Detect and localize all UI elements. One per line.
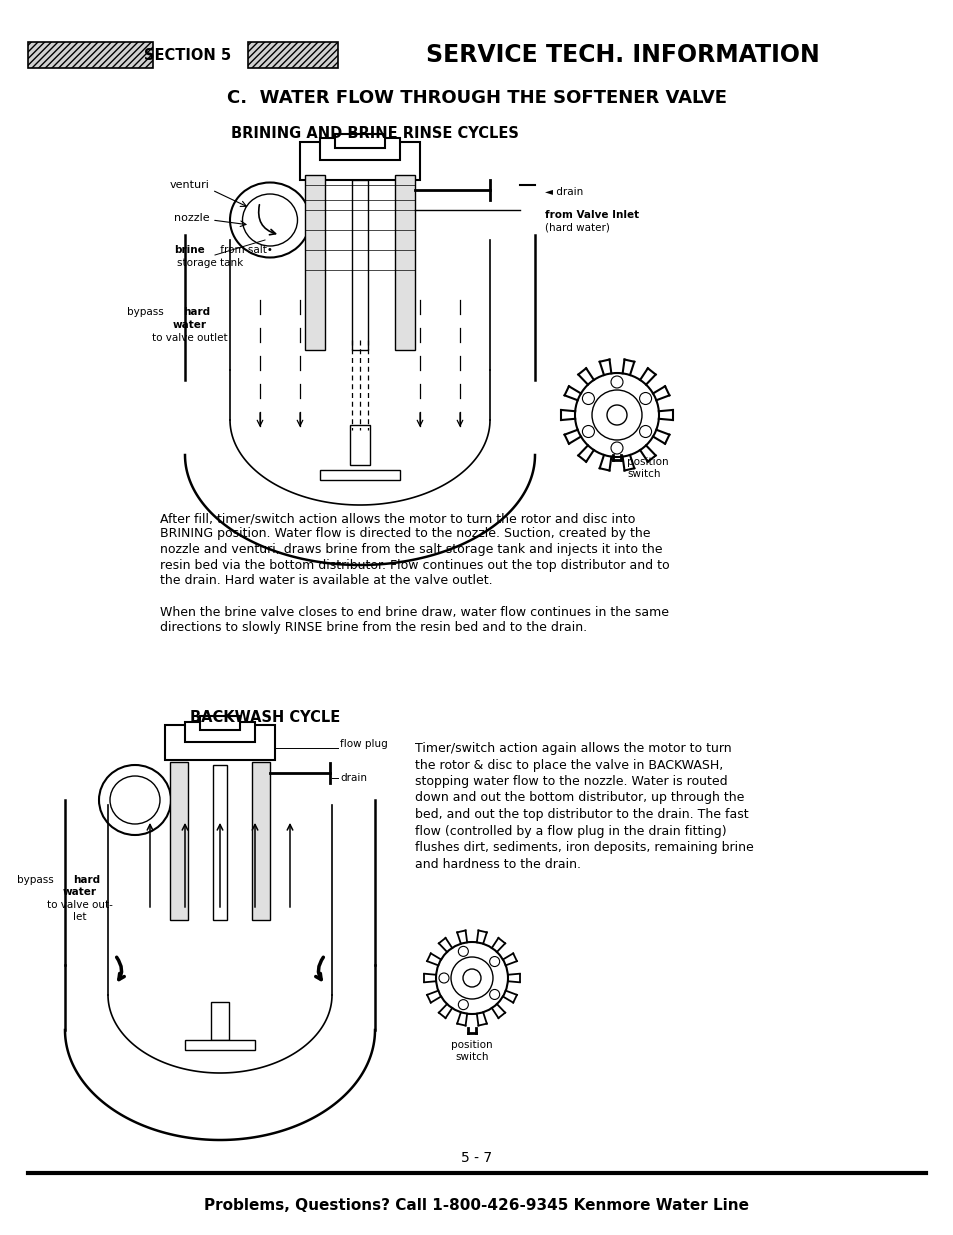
Circle shape <box>489 957 499 967</box>
Bar <box>319 471 399 480</box>
Bar <box>248 42 337 68</box>
Text: 5 - 7: 5 - 7 <box>461 1151 492 1165</box>
Text: ◄ drain: ◄ drain <box>544 186 582 198</box>
Text: from Valve Inlet: from Valve Inlet <box>544 210 639 220</box>
Ellipse shape <box>99 764 171 835</box>
Text: bed, and out the top distributor to the drain. The fast: bed, and out the top distributor to the … <box>415 808 748 821</box>
Text: nozzle and venturi, draws brine from the salt storage tank and injects it into t: nozzle and venturi, draws brine from the… <box>160 543 661 556</box>
Circle shape <box>462 969 480 987</box>
Text: to valve out-: to valve out- <box>47 900 112 910</box>
Circle shape <box>582 393 594 405</box>
Circle shape <box>489 989 499 999</box>
Bar <box>335 135 385 148</box>
Text: resin bed via the bottom distributor. Flow continues out the top distributor and: resin bed via the bottom distributor. Fl… <box>160 558 669 572</box>
Text: SERVICE TECH. INFORMATION: SERVICE TECH. INFORMATION <box>426 43 819 67</box>
Bar <box>305 175 325 350</box>
Text: C.  WATER FLOW THROUGH THE SOFTENER VALVE: C. WATER FLOW THROUGH THE SOFTENER VALVE <box>227 89 726 107</box>
Bar <box>170 762 188 920</box>
Text: nozzle: nozzle <box>174 212 210 224</box>
Text: drain: drain <box>339 773 367 783</box>
Text: (hard water): (hard water) <box>544 224 609 233</box>
Circle shape <box>451 957 493 999</box>
Text: When the brine valve closes to end brine draw, water flow continues in the same: When the brine valve closes to end brine… <box>160 606 668 619</box>
Text: to valve outlet: to valve outlet <box>152 333 228 343</box>
Bar <box>211 1002 229 1040</box>
Text: from salt•: from salt• <box>216 245 273 254</box>
Bar <box>252 762 270 920</box>
Bar <box>28 42 152 68</box>
Circle shape <box>457 946 468 956</box>
Bar <box>213 764 227 920</box>
Bar <box>165 725 274 760</box>
Text: switch: switch <box>455 1052 488 1062</box>
Text: the drain. Hard water is available at the valve outlet.: the drain. Hard water is available at th… <box>160 574 492 587</box>
Text: flushes dirt, sediments, iron deposits, remaining brine: flushes dirt, sediments, iron deposits, … <box>415 841 753 853</box>
Circle shape <box>639 426 651 437</box>
Text: down and out the bottom distributor, up through the: down and out the bottom distributor, up … <box>415 792 743 804</box>
Circle shape <box>639 393 651 405</box>
Text: and hardness to the drain.: and hardness to the drain. <box>415 857 580 871</box>
Text: flow plug: flow plug <box>339 739 387 748</box>
Bar <box>299 142 419 180</box>
Circle shape <box>610 375 622 388</box>
Text: water: water <box>172 320 207 330</box>
Text: the rotor & disc to place the valve in BACKWASH,: the rotor & disc to place the valve in B… <box>415 758 722 772</box>
Bar <box>352 180 368 350</box>
Ellipse shape <box>242 194 297 246</box>
Text: BRINING position. Water flow is directed to the nozzle. Suction, created by the: BRINING position. Water flow is directed… <box>160 527 650 541</box>
Text: hard: hard <box>183 308 210 317</box>
Circle shape <box>606 405 626 425</box>
Bar <box>350 425 370 466</box>
Text: bypass: bypass <box>17 876 57 885</box>
Text: bypass: bypass <box>127 308 167 317</box>
Text: Timer/switch action again allows the motor to turn: Timer/switch action again allows the mot… <box>415 742 731 755</box>
Circle shape <box>457 999 468 1010</box>
Text: stopping water flow to the nozzle. Water is routed: stopping water flow to the nozzle. Water… <box>415 776 727 788</box>
Text: let: let <box>73 911 87 923</box>
Text: position: position <box>626 457 668 467</box>
Text: switch: switch <box>626 469 659 479</box>
Bar <box>319 138 399 161</box>
Circle shape <box>436 942 507 1014</box>
Ellipse shape <box>230 183 310 258</box>
Ellipse shape <box>110 776 160 824</box>
Text: position: position <box>451 1040 493 1050</box>
Text: Problems, Questions? Call 1-800-426-9345 Kenmore Water Line: Problems, Questions? Call 1-800-426-9345… <box>204 1198 749 1214</box>
Text: water: water <box>63 887 97 897</box>
Circle shape <box>582 426 594 437</box>
Bar <box>185 1040 254 1050</box>
Bar <box>185 722 254 742</box>
Text: flow (controlled by a flow plug in the drain fitting): flow (controlled by a flow plug in the d… <box>415 825 726 837</box>
Bar <box>395 175 415 350</box>
Text: storage tank: storage tank <box>176 258 243 268</box>
Bar <box>200 716 240 730</box>
Circle shape <box>438 973 449 983</box>
Text: brine: brine <box>174 245 205 254</box>
Text: SECTION 5: SECTION 5 <box>144 47 232 63</box>
Text: After fill, timer/switch action allows the motor to turn the rotor and disc into: After fill, timer/switch action allows t… <box>160 513 635 525</box>
Text: hard: hard <box>72 876 100 885</box>
Text: directions to slowly RINSE brine from the resin bed and to the drain.: directions to slowly RINSE brine from th… <box>160 621 586 635</box>
Text: BRINING AND BRINE RINSE CYCLES: BRINING AND BRINE RINSE CYCLES <box>231 126 518 141</box>
Circle shape <box>592 390 641 440</box>
Text: venturi: venturi <box>170 180 210 190</box>
Circle shape <box>575 373 659 457</box>
Circle shape <box>610 442 622 454</box>
Text: BACKWASH CYCLE: BACKWASH CYCLE <box>190 710 340 725</box>
